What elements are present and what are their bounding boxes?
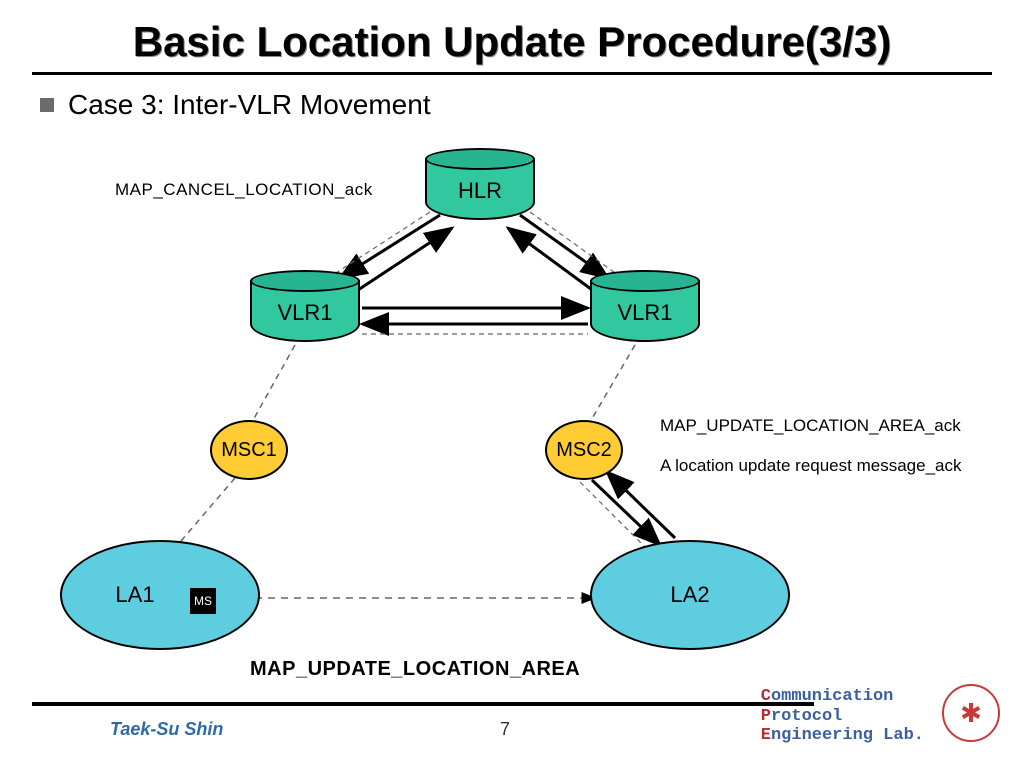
footer-rule <box>32 702 814 706</box>
cyl-top <box>425 148 535 170</box>
node-msc1: MSC1 <box>210 420 288 480</box>
la1-label: LA1 <box>115 582 154 608</box>
author-name: Taek-Su Shin <box>110 719 223 740</box>
diagram-canvas: HLR VLR1 VLR1 MSC1 MSC2 LA1 LA2 MS MAP_C… <box>0 120 1024 660</box>
node-la1: LA1 <box>60 540 260 650</box>
vlr2-label: VLR1 <box>590 300 700 326</box>
university-logo: ✱ <box>942 684 1000 742</box>
logo-icon: ✱ <box>956 698 986 728</box>
subtitle-row: Case 3: Inter-VLR Movement <box>40 89 1024 121</box>
subtitle-text: Case 3: Inter-VLR Movement <box>68 89 431 121</box>
cyl-top <box>590 270 700 292</box>
msg-right-1: MAP_UPDATE_LOCATION_AREA_ack <box>660 416 961 436</box>
footer: Taek-Su Shin 7 Communication Protocol En… <box>0 710 1024 740</box>
node-hlr: HLR <box>425 148 535 220</box>
lab-rest-2: rotocol <box>771 707 842 726</box>
lab-cap-2: P <box>761 707 771 726</box>
title-underline <box>32 72 992 75</box>
node-vlr1: VLR1 <box>250 270 360 342</box>
la2-label: LA2 <box>670 582 709 608</box>
msc1-label: MSC1 <box>221 439 277 462</box>
vlr1-label: VLR1 <box>250 300 360 326</box>
cyl-top <box>250 270 360 292</box>
node-vlr2: VLR1 <box>590 270 700 342</box>
lab-rest-1: ommunication <box>771 687 893 706</box>
node-msc2: MSC2 <box>545 420 623 480</box>
msg-right-2: A location update request message_ack <box>660 456 961 476</box>
msg-top: MAP_CANCEL_LOCATION_ack <box>115 180 373 200</box>
page-number: 7 <box>500 719 510 740</box>
lab-cap-1: C <box>761 687 771 706</box>
bullet-icon <box>40 98 54 112</box>
ms-label: MS <box>194 594 212 608</box>
lab-cap-3: E <box>761 726 771 745</box>
node-ms: MS <box>190 588 216 614</box>
lab-name: Communication Protocol Engineering Lab. <box>761 687 924 746</box>
msc2-label: MSC2 <box>556 439 612 462</box>
msg-bottom: MAP_UPDATE_LOCATION_AREA <box>250 658 580 681</box>
hlr-label: HLR <box>425 178 535 204</box>
node-la2: LA2 <box>590 540 790 650</box>
slide-title: Basic Location Update Procedure(3/3) <box>0 0 1024 66</box>
lab-rest-3: ngineering Lab. <box>771 726 924 745</box>
